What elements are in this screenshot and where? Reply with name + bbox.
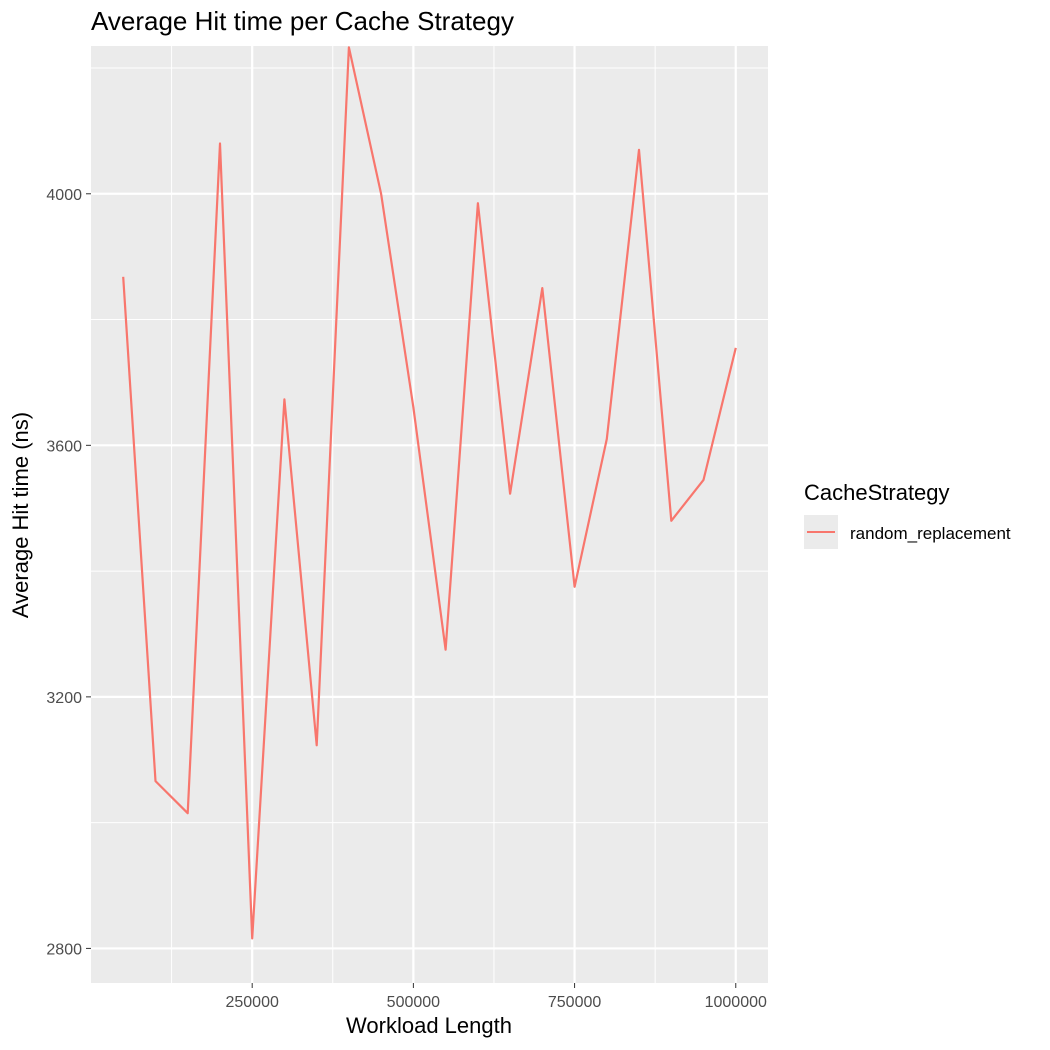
y-tick-label: 3200 — [46, 690, 82, 707]
y-tick-label: 3600 — [46, 438, 82, 455]
series-layer — [122, 46, 737, 940]
major-gridlines — [91, 46, 768, 983]
x-tick-label: 250000 — [225, 994, 278, 1011]
legend-label-random-replacement: random_replacement — [850, 524, 1011, 543]
y-axis: 2800 3200 3600 4000 — [46, 187, 91, 958]
y-tick-label: 2800 — [46, 941, 82, 958]
x-tick-label: 750000 — [548, 994, 601, 1011]
x-tick-label: 1000000 — [705, 994, 767, 1011]
x-axis: 250000 500000 750000 1000000 — [225, 983, 767, 1011]
chart-title: Average Hit time per Cache Strategy — [91, 6, 514, 36]
minor-gridlines — [91, 46, 768, 983]
y-tick-label: 4000 — [46, 187, 82, 204]
legend: CacheStrategy random_replacement — [804, 480, 1011, 549]
series-line-random-replacement — [122, 46, 737, 940]
x-tick-label: 500000 — [387, 994, 440, 1011]
y-axis-title: Average Hit time (ns) — [8, 412, 33, 618]
x-axis-title: Workload Length — [346, 1013, 512, 1038]
plot-panel — [91, 46, 768, 983]
legend-title: CacheStrategy — [804, 480, 950, 505]
